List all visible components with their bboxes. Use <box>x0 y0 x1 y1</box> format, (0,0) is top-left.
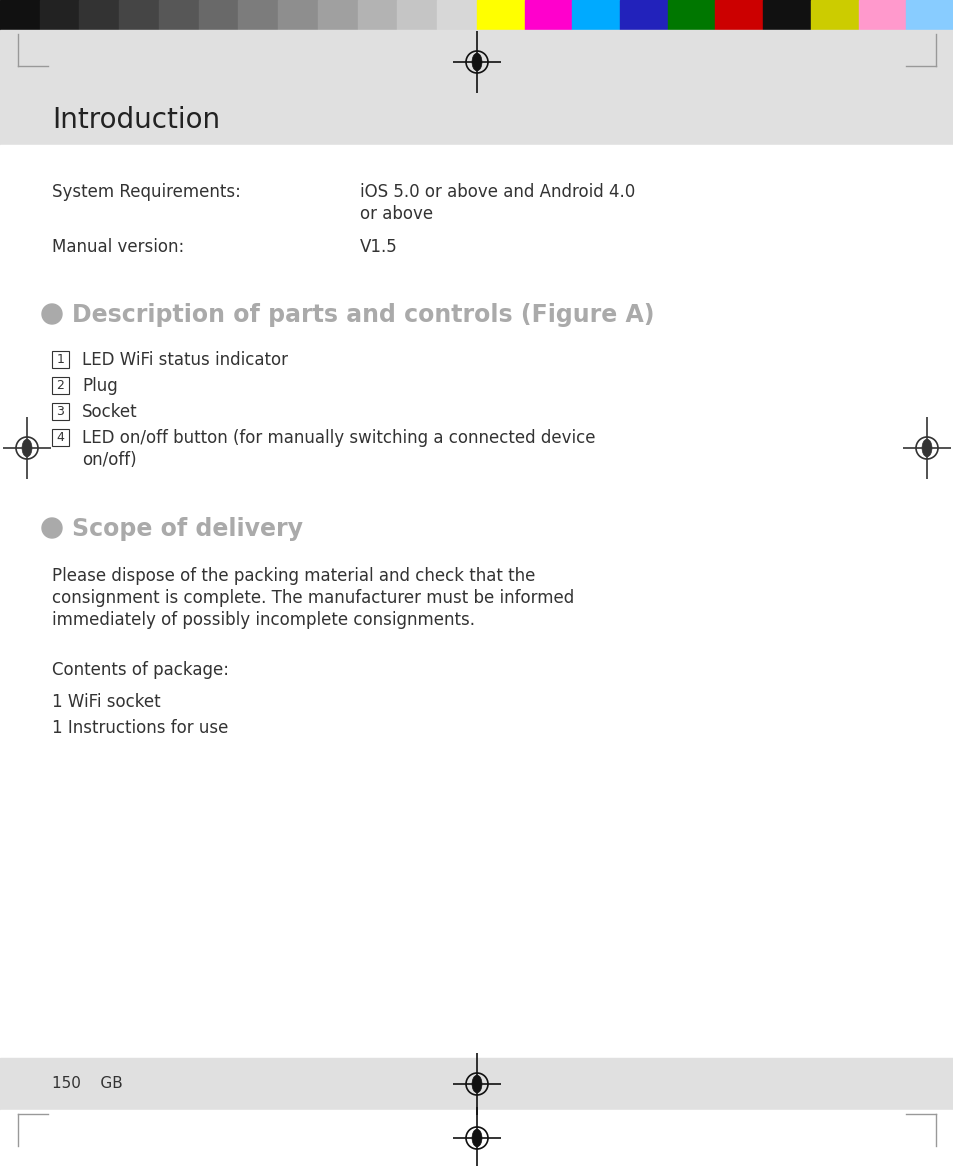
Ellipse shape <box>472 54 481 71</box>
Bar <box>357 0 397 30</box>
Bar <box>119 0 159 30</box>
Bar <box>397 0 436 30</box>
Circle shape <box>42 518 62 538</box>
Bar <box>572 0 619 30</box>
Text: immediately of possibly incomplete consignments.: immediately of possibly incomplete consi… <box>52 611 475 628</box>
Ellipse shape <box>922 440 931 457</box>
Text: or above: or above <box>359 205 433 223</box>
Text: Manual version:: Manual version: <box>52 238 184 257</box>
Bar <box>762 0 810 30</box>
Text: Socket: Socket <box>82 403 137 421</box>
Bar <box>476 0 524 30</box>
Text: System Requirements:: System Requirements: <box>52 183 240 201</box>
Bar <box>858 0 905 30</box>
Bar <box>238 0 278 30</box>
Bar <box>715 0 762 30</box>
Ellipse shape <box>472 1129 481 1147</box>
Bar <box>317 0 357 30</box>
Text: Introduction: Introduction <box>52 106 220 134</box>
Ellipse shape <box>22 440 31 457</box>
Text: Please dispose of the packing material and check that the: Please dispose of the packing material a… <box>52 567 535 585</box>
Text: 2: 2 <box>56 379 65 392</box>
Bar <box>52 429 69 447</box>
Text: Contents of package:: Contents of package: <box>52 661 229 679</box>
Text: 150    GB: 150 GB <box>52 1076 123 1091</box>
Bar <box>0 30 953 94</box>
Bar <box>52 351 69 368</box>
Bar <box>0 1110 953 1166</box>
Text: LED WiFi status indicator: LED WiFi status indicator <box>82 351 288 368</box>
Text: consignment is complete. The manufacturer must be informed: consignment is complete. The manufacture… <box>52 589 574 607</box>
Bar <box>619 0 667 30</box>
Bar <box>159 0 198 30</box>
Text: 1 WiFi socket: 1 WiFi socket <box>52 693 160 711</box>
Text: LED on/off button (for manually switching a connected device: LED on/off button (for manually switchin… <box>82 429 595 447</box>
Bar <box>810 0 858 30</box>
Bar <box>40 0 79 30</box>
Text: Scope of delivery: Scope of delivery <box>71 517 303 541</box>
Text: V1.5: V1.5 <box>359 238 397 257</box>
Text: 4: 4 <box>56 431 65 444</box>
Bar <box>667 0 715 30</box>
Bar <box>524 0 572 30</box>
Text: 1 Instructions for use: 1 Instructions for use <box>52 719 228 737</box>
Text: iOS 5.0 or above and Android 4.0: iOS 5.0 or above and Android 4.0 <box>359 183 635 201</box>
Bar <box>198 0 238 30</box>
Text: 3: 3 <box>56 405 65 417</box>
Bar <box>52 377 69 394</box>
Bar <box>0 0 40 30</box>
Bar <box>0 94 953 145</box>
Bar <box>278 0 317 30</box>
Bar <box>52 403 69 420</box>
Bar <box>79 0 119 30</box>
Bar <box>0 1058 953 1110</box>
Bar <box>905 0 953 30</box>
Ellipse shape <box>472 1075 481 1093</box>
Text: on/off): on/off) <box>82 451 136 469</box>
Text: 1: 1 <box>56 353 65 366</box>
Circle shape <box>42 304 62 324</box>
Text: Description of parts and controls (Figure A): Description of parts and controls (Figur… <box>71 303 654 326</box>
Bar <box>436 0 476 30</box>
Text: Plug: Plug <box>82 377 117 395</box>
